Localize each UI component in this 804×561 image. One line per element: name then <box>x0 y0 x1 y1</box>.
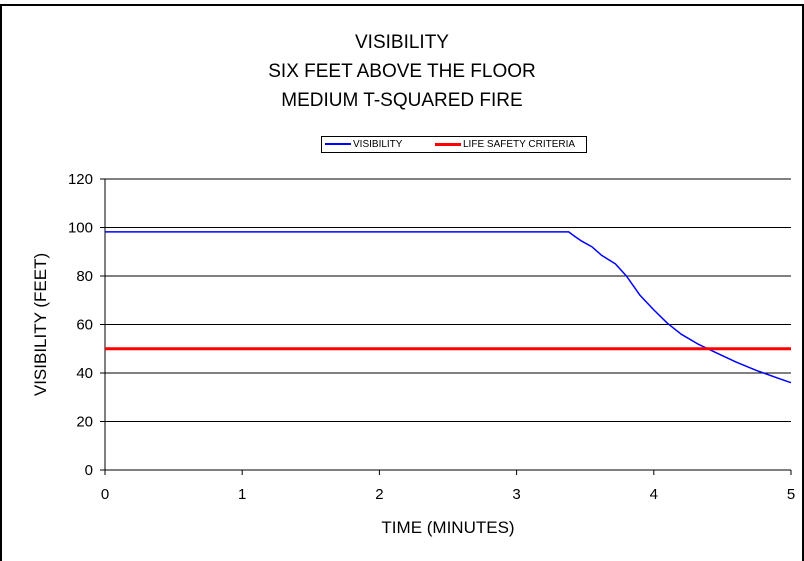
y-tick-label: 80 <box>76 268 93 285</box>
legend-item-life-safety: LIFE SAFETY CRITERIA <box>435 138 575 152</box>
series-line-visibility <box>105 231 792 384</box>
y-tick-label: 120 <box>68 171 93 188</box>
chart-title-line-2: SIX FEET ABOVE THE FLOOR <box>268 61 536 82</box>
y-tick-label: 40 <box>76 365 93 382</box>
x-tick-label: 0 <box>101 486 109 503</box>
y-tick-label: 60 <box>76 317 93 334</box>
x-tick-label: 3 <box>512 486 520 503</box>
chart-title-line-3: MEDIUM T-SQUARED FIRE <box>281 90 523 111</box>
y-tick-label: 100 <box>68 220 93 237</box>
x-tick-label: 2 <box>375 486 383 503</box>
legend-label-visibility: VISIBILITY <box>353 139 403 150</box>
legend: VISIBILITY LIFE SAFETY CRITERIA <box>321 136 587 153</box>
x-tick-label: 5 <box>787 486 795 503</box>
legend-swatch-life-safety <box>435 142 461 146</box>
x-axis-label: TIME (MINUTES) <box>381 518 514 537</box>
y-tick-label: 0 <box>85 462 93 479</box>
legend-swatch-visibility <box>325 143 351 146</box>
y-tick-label: 20 <box>76 414 93 431</box>
y-axis-label: VISIBILITY (FEET) <box>31 253 50 396</box>
x-tick-label: 4 <box>650 486 658 503</box>
chart-title-line-1: VISIBILITY <box>355 32 449 53</box>
legend-label-life-safety: LIFE SAFETY CRITERIA <box>463 139 576 150</box>
x-tick-label: 1 <box>238 486 246 503</box>
legend-item-visibility: VISIBILITY <box>325 138 402 152</box>
